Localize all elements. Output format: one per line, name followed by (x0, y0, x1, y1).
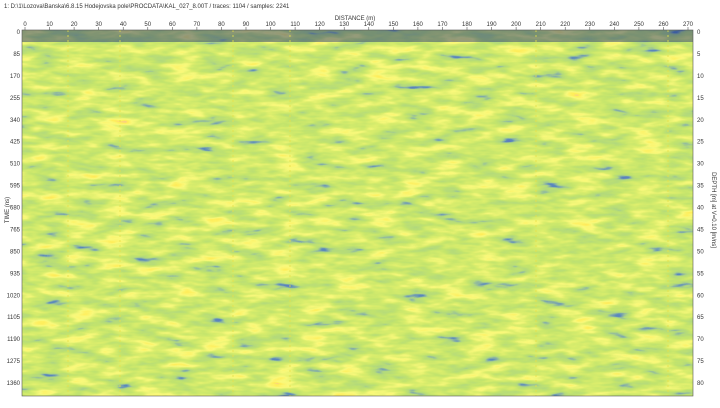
x-tick-label: 100 (266, 22, 277, 28)
left-tick-label: 595 (10, 184, 21, 190)
trace-markers (67, 30, 669, 396)
left-tick-label: 85 (13, 52, 20, 58)
x-tick-label: 260 (658, 22, 669, 28)
left-tick-label: 1020 (7, 293, 21, 299)
left-tick-label: 255 (10, 96, 21, 102)
x-tick-label: 50 (144, 22, 151, 28)
x-axis-label: DISTANCE (m) (335, 16, 376, 22)
right-tick-label: 80 (697, 381, 704, 387)
x-tick-label: 120 (315, 22, 326, 28)
x-tick-label: 230 (585, 22, 596, 28)
right-tick-label: 25 (697, 140, 704, 146)
right-tick-label: 35 (697, 184, 704, 190)
plot-frame (21, 29, 694, 397)
x-tick-label: 150 (388, 22, 399, 28)
right-tick-label: 75 (697, 359, 704, 365)
left-tick-label: 935 (10, 271, 21, 277)
right-tick-label: 70 (697, 337, 704, 343)
x-tick-label: 60 (169, 22, 176, 28)
x-tick-label: 40 (120, 22, 127, 28)
x-tick-label: 70 (194, 22, 201, 28)
x-tick-label: 110 (290, 22, 300, 28)
right-tick-label: 10 (697, 74, 704, 80)
x-tick-label: 10 (46, 22, 53, 28)
left-tick-label: 1105 (7, 315, 21, 321)
x-tick-label: 210 (536, 22, 547, 28)
x-tick-label: 180 (462, 22, 473, 28)
x-tick-label: 190 (487, 22, 498, 28)
left-tick-label: 340 (10, 118, 21, 124)
left-tick-label: 510 (10, 162, 21, 168)
x-tick-label: 0 (23, 22, 27, 28)
right-tick-label: 30 (697, 162, 704, 168)
right-tick-label: 50 (697, 249, 704, 255)
surface-band (22, 30, 693, 42)
x-tick-label: 130 (339, 22, 350, 28)
right-tick-label: 20 (697, 118, 704, 124)
file-header: 1: D:\1\Lozova\Banska\6.8.15 Hodejovska … (4, 4, 290, 10)
x-tick-label: 90 (243, 22, 250, 28)
radargram-image (22, 30, 693, 396)
right-tick-label: 45 (697, 227, 704, 233)
x-tick-label: 140 (364, 22, 375, 28)
right-tick-label: 60 (697, 293, 704, 299)
x-tick-label: 240 (609, 22, 620, 28)
right-tick-label: 5 (697, 52, 701, 58)
left-tick-label: 425 (10, 140, 21, 146)
x-tick-label: 220 (560, 22, 571, 28)
left-tick-label: 1275 (7, 359, 21, 365)
right-axis-label: DEPTH [m] at V=0.10 [m/ns] (710, 172, 716, 248)
right-tick-label: 0 (697, 30, 701, 36)
x-tick-label: 160 (413, 22, 424, 28)
left-tick-label: 170 (10, 74, 21, 80)
left-tick-label: 850 (10, 249, 21, 255)
right-tick-label: 15 (697, 96, 704, 102)
left-tick-label: 765 (10, 227, 21, 233)
x-tick-label: 30 (95, 22, 102, 28)
left-tick-label: 680 (10, 206, 21, 212)
right-tick-label: 55 (697, 271, 704, 277)
left-tick-label: 1190 (7, 337, 21, 343)
right-tick-label: 65 (697, 315, 704, 321)
left-axis-label: TIME (ns) (5, 197, 11, 223)
right-tick-label: 40 (697, 206, 704, 212)
x-tick-label: 200 (511, 22, 522, 28)
x-tick-label: 270 (683, 22, 694, 28)
x-tick-label: 80 (218, 22, 225, 28)
x-tick-label: 20 (71, 22, 78, 28)
left-tick-label: 1360 (7, 381, 21, 387)
x-tick-label: 250 (634, 22, 645, 28)
x-tick-label: 170 (437, 22, 448, 28)
left-tick-label: 0 (17, 30, 21, 36)
